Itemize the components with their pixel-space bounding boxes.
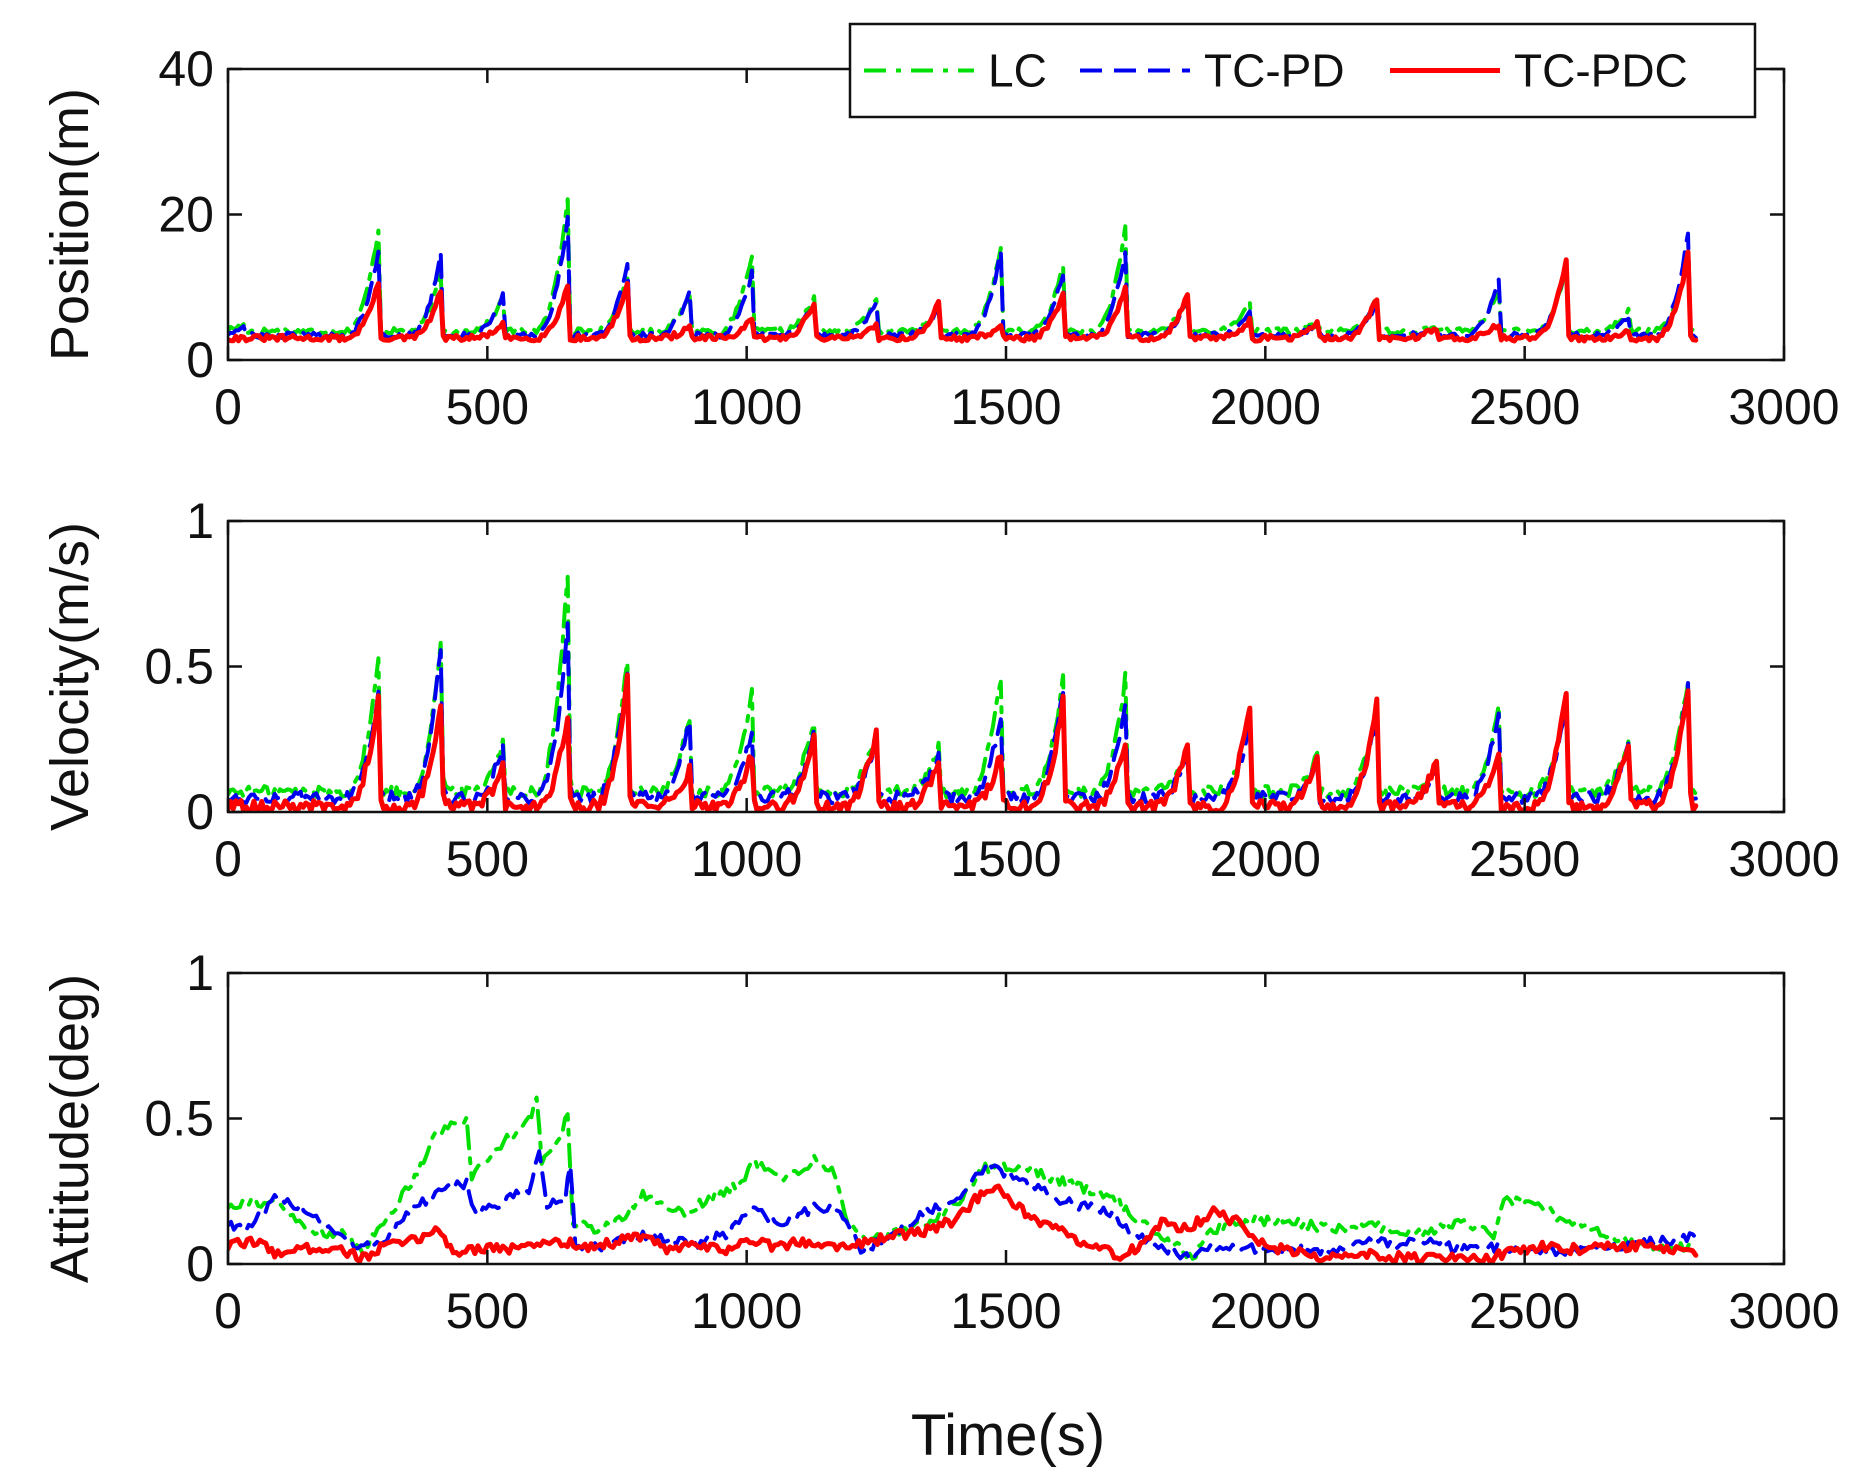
series-line-tc-pdc — [228, 1183, 1699, 1264]
series-group — [228, 197, 1699, 344]
y-axis-title: Velocity(m/s) — [40, 522, 100, 831]
y-axis-title: Position(m) — [40, 88, 100, 361]
series-line-tc-pdc — [228, 249, 1699, 344]
panel-3: 0 500 1000 1500 2000 2500 3000 0 0.5 1 Attitude(de… — [40, 945, 1840, 1339]
legend-label-lc: LC — [988, 45, 1047, 97]
legend-box — [848, 22, 1757, 119]
x-tick-label: 2500 — [1469, 1283, 1580, 1339]
series-line-lc — [228, 1095, 1698, 1261]
panel-2: 0 500 1000 1500 2000 2500 3000 0 0.5 1 Velocity(m/… — [40, 493, 1840, 887]
y-tick-label: 1 — [186, 945, 214, 1001]
legend-label-tc-pd: TC-PD — [1204, 45, 1345, 97]
x-tick-label: 2500 — [1469, 831, 1580, 887]
x-tick-label: 2000 — [1210, 379, 1321, 435]
series-line-tc-pd — [228, 1149, 1698, 1263]
legend: LC TC-PD TC-PDC — [848, 22, 1757, 119]
x-tick-label: 2000 — [1210, 831, 1321, 887]
x-tick-label: 1500 — [950, 1283, 1061, 1339]
x-tick-label: 3000 — [1728, 1283, 1839, 1339]
series-line-lc — [228, 574, 1698, 800]
x-tick-label: 0 — [214, 379, 242, 435]
x-tick-label: 1000 — [691, 1283, 802, 1339]
y-axis-title: Attitude(deg) — [40, 974, 100, 1283]
series-group — [228, 574, 1699, 812]
y-tick-label: 0 — [186, 332, 214, 388]
y-tick-label: 0.5 — [144, 639, 214, 695]
x-axis-title: Time(s) — [911, 1403, 1105, 1468]
series-line-tc-pd — [228, 621, 1698, 806]
panel-1: 0 500 1000 1500 2000 2500 3000 0 20 40 Position(m)… — [40, 22, 1840, 435]
x-tick-label: 1500 — [950, 831, 1061, 887]
x-tick-label: 1000 — [691, 831, 802, 887]
x-tick-label: 500 — [446, 1283, 529, 1339]
y-tick-label: 0.5 — [144, 1091, 214, 1147]
y-tick-label: 1 — [186, 493, 214, 549]
x-tick-label: 0 — [214, 1283, 242, 1339]
panels: 0 500 1000 1500 2000 2500 300002040Position(m)… — [40, 22, 1840, 1339]
x-tick-label: 500 — [446, 831, 529, 887]
y-tick-label: 0 — [186, 784, 214, 840]
x-tick-label: 1500 — [950, 379, 1061, 435]
series-group — [228, 1095, 1699, 1264]
y-tick-label: 20 — [158, 187, 214, 243]
x-tick-label: 3000 — [1728, 831, 1839, 887]
x-tick-label: 500 — [446, 379, 529, 435]
series-line-lc — [228, 197, 1698, 336]
x-tick-label: 2000 — [1210, 1283, 1321, 1339]
x-tick-label: 2500 — [1469, 379, 1580, 435]
series-line-tc-pdc — [228, 672, 1699, 812]
x-tick-label: 1000 — [691, 379, 802, 435]
y-tick-label: 0 — [186, 1236, 214, 1292]
x-tick-label: 3000 — [1728, 379, 1839, 435]
legend-label-tc-pdc: TC-PDC — [1514, 45, 1688, 97]
x-tick-label: 0 — [214, 831, 242, 887]
y-tick-label: 40 — [158, 41, 214, 97]
